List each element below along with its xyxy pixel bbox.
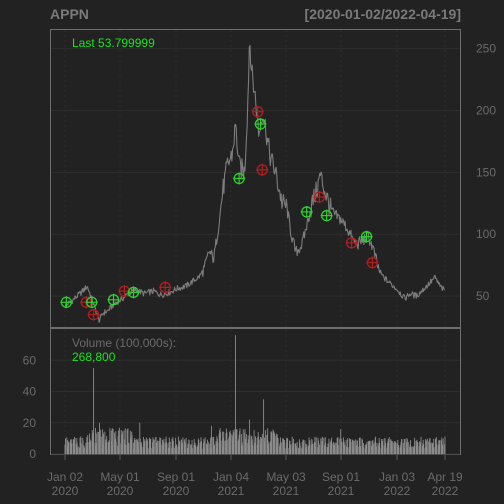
volume-last-value: 268,800: [72, 350, 116, 364]
volume-tick-label: 40: [23, 385, 37, 399]
price-series-line: [64, 44, 446, 323]
price-line-layer: [64, 44, 446, 323]
symbol-title: APPN: [50, 6, 89, 22]
buy-marker: [300, 205, 313, 218]
sell-marker: [251, 105, 264, 118]
date-tick-year: 2021: [218, 484, 245, 498]
volume-tick-label: 0: [29, 447, 36, 461]
vertical-gridlines: [64, 30, 446, 454]
volume-tick-label: 60: [23, 353, 37, 367]
price-panel-border: [50, 29, 461, 328]
date-tick-label: Jan 03: [379, 470, 415, 484]
date-tick-year: 2022: [384, 484, 411, 498]
date-tick-label: Sep 01: [157, 470, 195, 484]
date-tick-year: 2020: [107, 484, 134, 498]
volume-tick-label: 20: [23, 416, 37, 430]
signal-markers: [60, 105, 379, 321]
date-tick-year: 2020: [52, 484, 79, 498]
price-gridlines: [51, 48, 460, 297]
date-tick-label: May 01: [100, 470, 140, 484]
price-tick-label: 50: [476, 289, 490, 303]
last-price-label: Last 53.799999: [72, 36, 155, 50]
price-tick-label: 200: [476, 103, 496, 117]
sell-marker: [345, 236, 358, 249]
price-axis-ticks: 50 100 150 200 250: [476, 42, 496, 304]
price-tick-label: 100: [476, 227, 496, 241]
buy-marker: [127, 286, 140, 299]
date-tick-label: May 03: [266, 470, 306, 484]
buy-marker: [320, 209, 333, 222]
date-tick-year: 2021: [273, 484, 300, 498]
buy-marker: [233, 172, 246, 185]
buy-marker: [85, 296, 98, 309]
sell-marker: [366, 256, 379, 269]
price-tick-label: 250: [476, 42, 496, 56]
buy-marker: [360, 230, 373, 243]
sell-marker: [313, 191, 326, 204]
volume-label: Volume (100,000s):: [72, 336, 176, 350]
buy-marker: [107, 293, 120, 306]
date-tick-label: Jan 02: [47, 470, 83, 484]
buy-marker: [60, 296, 73, 309]
buy-marker: [254, 118, 267, 131]
volume-axis-ticks: 0 20 40 60: [23, 353, 37, 461]
date-range: [2020-01-02/2022-04-19]: [305, 6, 461, 22]
sell-marker: [87, 308, 100, 321]
date-tick-year: 2021: [328, 484, 355, 498]
sell-marker: [256, 163, 269, 176]
sell-marker: [159, 281, 172, 294]
date-tick-label: Apr 19: [427, 470, 463, 484]
date-tick-label: Jan 04: [213, 470, 249, 484]
volume-bars: [64, 335, 446, 454]
date-tick-year: 2020: [163, 484, 190, 498]
date-tick-year: 2022: [432, 484, 459, 498]
price-tick-label: 150: [476, 165, 496, 179]
date-tick-label: Sep 01: [322, 470, 360, 484]
